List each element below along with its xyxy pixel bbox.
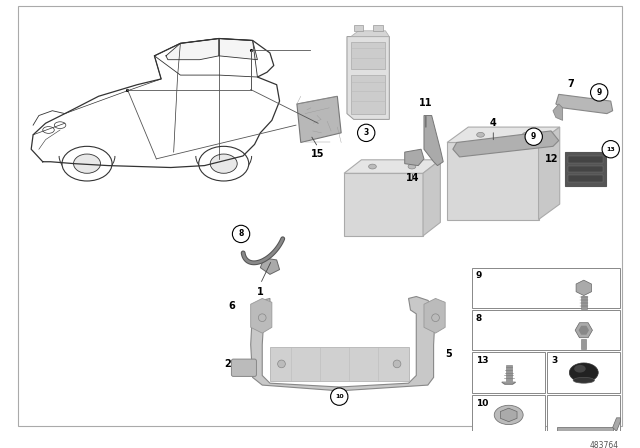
Polygon shape <box>447 142 538 220</box>
Bar <box>568 156 603 163</box>
Polygon shape <box>373 25 383 31</box>
Text: 1: 1 <box>257 287 264 297</box>
FancyBboxPatch shape <box>566 152 606 186</box>
Ellipse shape <box>54 122 66 129</box>
Text: 9: 9 <box>531 132 536 141</box>
Text: 8: 8 <box>476 314 482 323</box>
Polygon shape <box>557 427 612 431</box>
Polygon shape <box>502 382 515 384</box>
Ellipse shape <box>477 132 484 137</box>
Bar <box>568 166 603 172</box>
Bar <box>547 395 620 435</box>
Bar <box>547 353 620 393</box>
Circle shape <box>259 314 266 322</box>
Circle shape <box>393 360 401 368</box>
Polygon shape <box>557 433 618 437</box>
Polygon shape <box>219 39 257 60</box>
Polygon shape <box>351 75 385 114</box>
Circle shape <box>331 388 348 405</box>
Circle shape <box>278 360 285 368</box>
Bar <box>472 310 620 350</box>
Circle shape <box>602 141 620 158</box>
Polygon shape <box>404 149 424 166</box>
Bar <box>472 395 545 435</box>
Text: 7: 7 <box>567 78 573 89</box>
Polygon shape <box>538 127 560 220</box>
Text: 9: 9 <box>596 88 602 97</box>
Text: 9: 9 <box>476 271 483 280</box>
Polygon shape <box>612 418 620 431</box>
Circle shape <box>431 314 440 322</box>
Ellipse shape <box>574 365 586 373</box>
Polygon shape <box>351 43 385 69</box>
Text: 3: 3 <box>364 129 369 138</box>
Ellipse shape <box>494 405 523 425</box>
Polygon shape <box>297 96 341 142</box>
Polygon shape <box>423 160 440 236</box>
Ellipse shape <box>408 164 416 169</box>
Text: 10: 10 <box>476 399 488 408</box>
Polygon shape <box>453 131 559 157</box>
Polygon shape <box>553 104 563 121</box>
Polygon shape <box>575 323 593 338</box>
Text: 4: 4 <box>490 118 497 128</box>
Bar <box>581 339 586 349</box>
Ellipse shape <box>198 146 249 181</box>
Bar <box>472 353 545 393</box>
Polygon shape <box>344 160 440 173</box>
Polygon shape <box>556 95 612 114</box>
Text: 6: 6 <box>228 301 236 311</box>
Text: 12: 12 <box>545 154 559 164</box>
Ellipse shape <box>369 164 376 169</box>
Polygon shape <box>500 408 517 422</box>
Text: 11: 11 <box>419 98 433 108</box>
Bar <box>472 267 620 308</box>
Text: 483764: 483764 <box>589 441 618 448</box>
Bar <box>506 365 511 382</box>
Ellipse shape <box>43 127 54 134</box>
Text: 2: 2 <box>225 359 232 369</box>
Polygon shape <box>576 280 591 296</box>
Polygon shape <box>166 39 219 60</box>
Circle shape <box>358 124 375 142</box>
Text: 10: 10 <box>335 394 344 399</box>
Text: 13: 13 <box>606 147 615 152</box>
Polygon shape <box>351 31 389 37</box>
Polygon shape <box>251 297 436 391</box>
Text: 8: 8 <box>238 229 244 238</box>
Polygon shape <box>260 258 280 274</box>
Ellipse shape <box>573 377 595 383</box>
Text: 5: 5 <box>445 349 452 359</box>
Text: 13: 13 <box>476 356 488 365</box>
Ellipse shape <box>74 154 100 173</box>
Polygon shape <box>424 298 445 333</box>
Circle shape <box>232 225 250 243</box>
Polygon shape <box>579 326 589 335</box>
Circle shape <box>525 128 542 145</box>
Bar <box>568 175 603 182</box>
FancyBboxPatch shape <box>232 359 257 376</box>
Polygon shape <box>347 37 389 119</box>
Polygon shape <box>251 298 272 333</box>
Ellipse shape <box>211 154 237 173</box>
Polygon shape <box>447 127 560 142</box>
Ellipse shape <box>570 363 598 382</box>
Text: 3: 3 <box>551 356 557 365</box>
Text: 14: 14 <box>406 173 419 183</box>
Ellipse shape <box>522 132 530 137</box>
Polygon shape <box>270 347 408 381</box>
Ellipse shape <box>62 146 112 181</box>
Bar <box>581 296 587 309</box>
Polygon shape <box>424 116 444 166</box>
Text: 15: 15 <box>311 149 325 159</box>
Polygon shape <box>354 25 364 31</box>
Polygon shape <box>344 173 423 236</box>
Circle shape <box>591 84 608 101</box>
